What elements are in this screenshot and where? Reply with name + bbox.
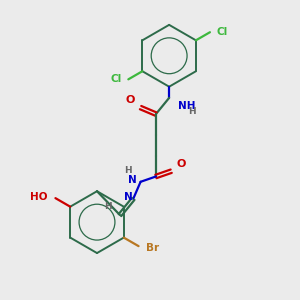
Text: Cl: Cl [111, 74, 122, 84]
Text: N: N [128, 175, 137, 185]
Text: Cl: Cl [216, 27, 228, 37]
Text: O: O [126, 95, 135, 105]
Text: N: N [124, 192, 132, 203]
Text: HO: HO [30, 192, 47, 202]
Text: H: H [188, 107, 196, 116]
Text: H: H [104, 202, 111, 211]
Text: Br: Br [146, 243, 159, 253]
Text: H: H [124, 166, 132, 175]
Text: NH: NH [178, 101, 196, 111]
Text: O: O [176, 159, 186, 169]
